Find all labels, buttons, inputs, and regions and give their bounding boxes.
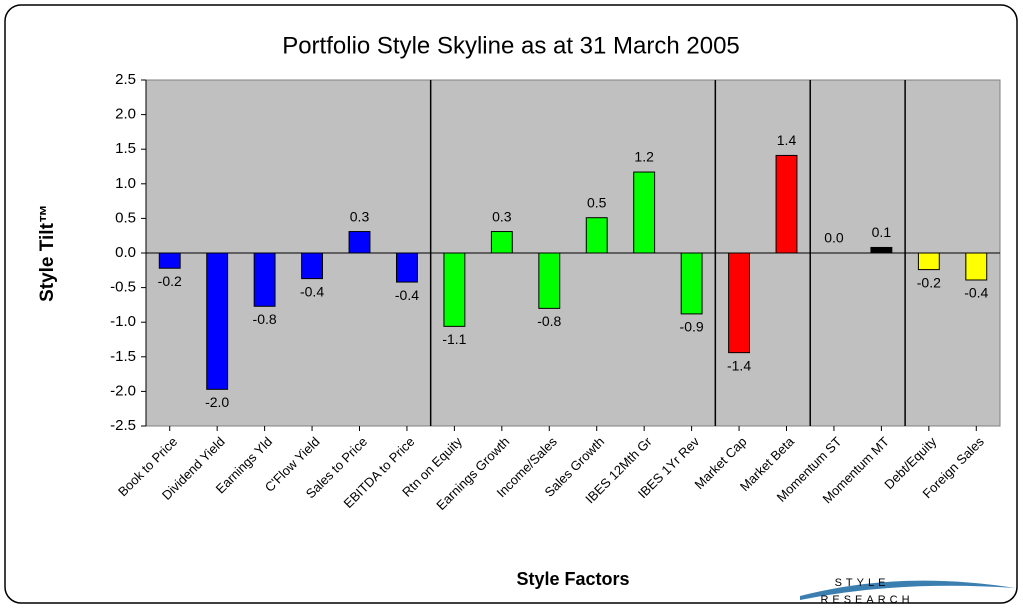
y-tick-label: -2.5 xyxy=(110,417,136,434)
value-label: -0.9 xyxy=(680,319,704,335)
bar xyxy=(870,246,893,254)
bar xyxy=(728,252,750,354)
value-label: -2.0 xyxy=(205,394,229,410)
value-label: -0.4 xyxy=(964,285,988,301)
bar xyxy=(443,252,466,327)
value-label: 1.2 xyxy=(634,149,654,165)
y-tick-label: 0.5 xyxy=(115,209,136,226)
bar xyxy=(680,252,703,315)
y-tick-label: 1.0 xyxy=(115,175,136,192)
bar xyxy=(396,252,418,283)
logo-text: RESEARCH xyxy=(820,594,913,606)
bar xyxy=(775,154,798,254)
bar xyxy=(301,252,323,280)
value-label: 0.3 xyxy=(350,208,370,224)
y-tick-label: -2.0 xyxy=(110,382,136,399)
bar xyxy=(253,252,276,307)
logo: STYLE RESEARCH xyxy=(800,577,1015,606)
chart-title: Portfolio Style Skyline as at 31 March 2… xyxy=(282,32,740,59)
bar xyxy=(538,252,561,309)
y-tick-label: -1.0 xyxy=(110,313,136,330)
value-label: -0.8 xyxy=(537,313,561,329)
bar xyxy=(917,252,940,271)
logo-swoosh xyxy=(800,580,1015,600)
bar xyxy=(965,252,988,281)
bar xyxy=(490,231,513,254)
bar xyxy=(348,231,371,254)
y-tick-label: 2.0 xyxy=(115,106,136,123)
value-label: -0.2 xyxy=(917,274,941,290)
bar xyxy=(585,217,608,254)
value-label: 0.3 xyxy=(492,208,512,224)
y-tick-label: -1.5 xyxy=(110,348,136,365)
value-label: -1.4 xyxy=(727,357,751,373)
logo-text: STYLE xyxy=(835,577,890,589)
x-axis-label: Style Factors xyxy=(516,569,629,589)
value-label: -0.4 xyxy=(395,287,419,303)
bar xyxy=(633,171,656,254)
value-label: -1.1 xyxy=(442,331,466,347)
value-label: -0.8 xyxy=(253,311,277,327)
value-label: 1.4 xyxy=(777,132,797,148)
bar xyxy=(206,252,229,390)
y-tick-label: 2.5 xyxy=(115,71,136,88)
value-label: -0.4 xyxy=(300,283,324,299)
value-label: 0.5 xyxy=(587,194,607,210)
y-tick-label: 1.5 xyxy=(115,140,136,157)
y-tick-label: 0.0 xyxy=(115,244,136,261)
value-label: -0.2 xyxy=(158,273,182,289)
y-tick-label: -0.5 xyxy=(110,279,136,296)
value-label: 0.0 xyxy=(824,230,844,246)
bar xyxy=(158,252,181,269)
value-label: 0.1 xyxy=(872,224,892,240)
y-axis-label: Style Tilt™ xyxy=(37,204,58,302)
